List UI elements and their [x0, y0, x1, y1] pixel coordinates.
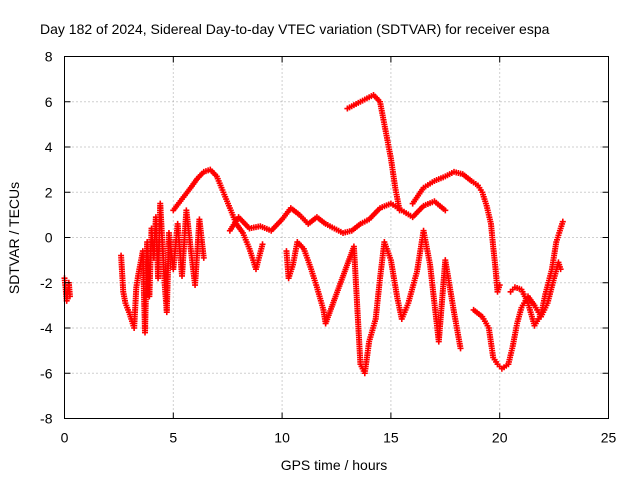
data-points — [61, 91, 566, 377]
axis-ticks: 0 5 10 15 20 25 -8 -6 -4 -2 0 2 4 6 8 — [40, 49, 616, 446]
x-tick-label: 15 — [383, 430, 399, 446]
y-tick-label: 4 — [45, 139, 53, 155]
x-tick-label: 20 — [492, 430, 508, 446]
y-tick-label: -4 — [40, 320, 53, 336]
y-tick-label: 0 — [45, 230, 53, 246]
data-point — [442, 207, 449, 214]
y-tick-label: -6 — [40, 365, 53, 381]
chart-title: Day 182 of 2024, Sidereal Day-to-day VTE… — [40, 21, 550, 37]
x-axis-label: GPS time / hours — [281, 457, 388, 473]
data-point — [200, 254, 207, 261]
data-point — [559, 218, 566, 225]
data-point — [496, 282, 503, 289]
grid — [64, 56, 609, 419]
x-tick-label: 10 — [274, 430, 290, 446]
y-tick-label: 8 — [45, 49, 53, 65]
data-point — [457, 345, 464, 352]
x-tick-label: 5 — [169, 430, 177, 446]
y-tick-label: 6 — [45, 94, 53, 110]
data-point — [66, 293, 73, 300]
x-tick-label: 0 — [61, 430, 69, 446]
y-tick-label: -8 — [40, 411, 53, 427]
y-tick-label: -2 — [40, 275, 53, 291]
y-axis-label: SDTVAR / TECUs — [6, 182, 22, 294]
data-point — [259, 241, 266, 248]
x-tick-label: 25 — [601, 430, 617, 446]
data-point — [396, 207, 403, 214]
data-point — [557, 266, 564, 273]
y-tick-label: 2 — [45, 184, 53, 200]
